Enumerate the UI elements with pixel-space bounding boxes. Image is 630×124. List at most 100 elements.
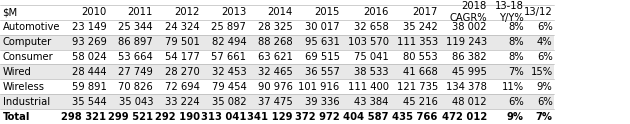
Text: 13/12: 13/12 <box>524 7 553 17</box>
Text: 15%: 15% <box>530 67 553 77</box>
Bar <box>0 79 554 94</box>
Text: 7%: 7% <box>536 112 553 122</box>
Text: 2017: 2017 <box>413 7 438 17</box>
Text: 4%: 4% <box>537 37 553 47</box>
Text: 299 521: 299 521 <box>108 112 153 122</box>
Text: 27 749: 27 749 <box>118 67 153 77</box>
Text: 88 268: 88 268 <box>258 37 293 47</box>
Text: 341 129: 341 129 <box>248 112 293 122</box>
Text: 53 664: 53 664 <box>118 52 153 62</box>
Text: 313 041: 313 041 <box>201 112 246 122</box>
Text: 54 177: 54 177 <box>165 52 200 62</box>
Text: 111 353: 111 353 <box>397 37 438 47</box>
Text: 11%: 11% <box>501 82 524 92</box>
Text: 69 515: 69 515 <box>304 52 340 62</box>
Text: 6%: 6% <box>508 97 524 107</box>
Text: 79 501: 79 501 <box>165 37 200 47</box>
Text: 2016: 2016 <box>364 7 389 17</box>
Text: 8%: 8% <box>508 22 524 32</box>
Text: 8%: 8% <box>508 52 524 62</box>
Text: 57 661: 57 661 <box>211 52 246 62</box>
Text: 35 043: 35 043 <box>118 97 153 107</box>
Text: 63 621: 63 621 <box>258 52 293 62</box>
Text: 472 012: 472 012 <box>442 112 487 122</box>
Text: 75 041: 75 041 <box>354 52 389 62</box>
Bar <box>0 20 554 35</box>
Text: Wired: Wired <box>3 67 32 77</box>
Text: 39 336: 39 336 <box>305 97 340 107</box>
Text: 23 149: 23 149 <box>72 22 106 32</box>
Text: 103 570: 103 570 <box>348 37 389 47</box>
Text: 24 324: 24 324 <box>165 22 200 32</box>
Text: 72 694: 72 694 <box>165 82 200 92</box>
Text: 86 382: 86 382 <box>452 52 487 62</box>
Text: 48 012: 48 012 <box>452 97 487 107</box>
Text: 45 216: 45 216 <box>403 97 438 107</box>
Text: Automotive: Automotive <box>3 22 60 32</box>
Text: 404 587: 404 587 <box>343 112 389 122</box>
Text: Computer: Computer <box>3 37 52 47</box>
Text: 28 325: 28 325 <box>258 22 293 32</box>
Text: 59 891: 59 891 <box>72 82 106 92</box>
Text: 86 897: 86 897 <box>118 37 153 47</box>
Text: 2014: 2014 <box>268 7 293 17</box>
Text: Industrial: Industrial <box>3 97 50 107</box>
Text: 25 344: 25 344 <box>118 22 153 32</box>
Text: 28 270: 28 270 <box>165 67 200 77</box>
Text: 2015: 2015 <box>314 7 340 17</box>
Text: 32 658: 32 658 <box>354 22 389 32</box>
Text: Consumer: Consumer <box>3 52 54 62</box>
Text: 28 444: 28 444 <box>72 67 106 77</box>
Bar <box>0 49 554 64</box>
Text: 32 453: 32 453 <box>212 67 246 77</box>
Bar <box>0 5 554 20</box>
Text: 8%: 8% <box>508 37 524 47</box>
Text: 35 544: 35 544 <box>72 97 106 107</box>
Text: 7%: 7% <box>508 67 524 77</box>
Text: 43 384: 43 384 <box>354 97 389 107</box>
Text: 6%: 6% <box>537 97 553 107</box>
Text: 90 976: 90 976 <box>258 82 293 92</box>
Text: 58 024: 58 024 <box>72 52 106 62</box>
Text: 2018
CAGR%: 2018 CAGR% <box>449 1 487 23</box>
Text: 298 321: 298 321 <box>61 112 106 122</box>
Text: 45 995: 45 995 <box>452 67 487 77</box>
Text: 95 631: 95 631 <box>305 37 340 47</box>
Text: 82 494: 82 494 <box>212 37 246 47</box>
Text: Total: Total <box>3 112 30 122</box>
Text: 2012: 2012 <box>175 7 200 17</box>
Bar <box>0 64 554 79</box>
Text: 9%: 9% <box>507 112 524 122</box>
Text: 292 190: 292 190 <box>155 112 200 122</box>
Text: 25 897: 25 897 <box>212 22 246 32</box>
Bar <box>0 94 554 109</box>
Text: 101 916: 101 916 <box>299 82 340 92</box>
Text: 111 400: 111 400 <box>348 82 389 92</box>
Text: 119 243: 119 243 <box>446 37 487 47</box>
Text: 38 533: 38 533 <box>354 67 389 77</box>
Text: 372 972: 372 972 <box>295 112 340 122</box>
Bar <box>0 35 554 49</box>
Text: 37 475: 37 475 <box>258 97 293 107</box>
Text: 36 557: 36 557 <box>305 67 340 77</box>
Text: 13-18
Y/Y%: 13-18 Y/Y% <box>495 1 524 23</box>
Text: 121 735: 121 735 <box>397 82 438 92</box>
Text: 30 017: 30 017 <box>305 22 340 32</box>
Text: Wireless: Wireless <box>3 82 45 92</box>
Text: 2013: 2013 <box>221 7 246 17</box>
Text: 35 242: 35 242 <box>403 22 438 32</box>
Text: 9%: 9% <box>537 82 553 92</box>
Text: 6%: 6% <box>537 22 553 32</box>
Bar <box>0 109 554 124</box>
Text: $M: $M <box>3 7 18 17</box>
Text: 41 668: 41 668 <box>403 67 438 77</box>
Text: 70 826: 70 826 <box>118 82 153 92</box>
Text: 134 378: 134 378 <box>446 82 487 92</box>
Text: 38 002: 38 002 <box>452 22 487 32</box>
Text: 93 269: 93 269 <box>72 37 106 47</box>
Text: 6%: 6% <box>537 52 553 62</box>
Text: 35 082: 35 082 <box>212 97 246 107</box>
Text: 2011: 2011 <box>128 7 153 17</box>
Text: 32 465: 32 465 <box>258 67 293 77</box>
Text: 435 766: 435 766 <box>392 112 438 122</box>
